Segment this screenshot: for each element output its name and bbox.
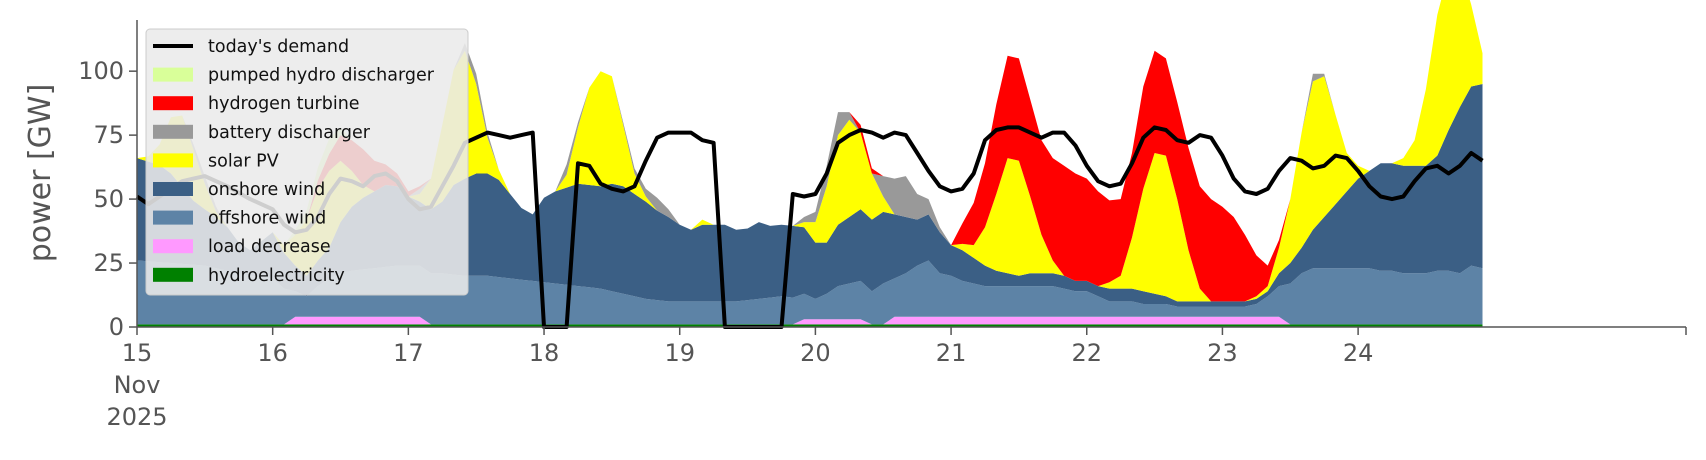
legend-label: solar PV — [208, 151, 279, 171]
x-tick-label: 23 — [1207, 339, 1238, 367]
x-tick-label: 15 — [122, 339, 153, 367]
y-tick-label: 50 — [93, 185, 124, 213]
area-load-decrease — [137, 316, 1483, 325]
y-tick-label: 75 — [93, 121, 124, 149]
legend-swatch — [153, 124, 193, 139]
legend-swatch — [153, 210, 193, 225]
area-onshore-wind — [137, 84, 1483, 307]
y-axis-label: power [GW] — [23, 84, 58, 263]
x-tick-label: 21 — [936, 339, 967, 367]
y-tick-label: 25 — [93, 249, 124, 277]
x-tick-label: 19 — [664, 339, 695, 367]
legend-box — [145, 28, 469, 296]
legend-label: offshore wind — [208, 209, 326, 229]
x-tick-label: 22 — [1071, 339, 1102, 367]
legend-label: hydroelectricity — [208, 266, 345, 286]
legend-label: onshore wind — [208, 180, 325, 200]
legend-label: pumped hydro discharger — [208, 66, 435, 86]
legend-label: load decrease — [208, 237, 331, 257]
x-tick-label: 24 — [1343, 339, 1374, 367]
legend-swatch — [153, 239, 193, 254]
plot-areas — [137, 0, 1483, 327]
legend-label: hydrogen turbine — [208, 94, 360, 114]
legend-label: today's demand — [208, 37, 349, 57]
x-tick-month: Nov — [114, 371, 161, 399]
x-tick-year: 2025 — [106, 403, 167, 431]
legend-swatch — [153, 267, 193, 282]
area-solar-pv — [137, 0, 1483, 302]
legend-label: battery discharger — [208, 123, 371, 143]
axes: 0 25 50 75 100 15 Nov 2025 16 17 18 19 20 21 22 23 24 — [78, 20, 1687, 431]
x-tick-label: 20 — [800, 339, 831, 367]
x-tick-label: 16 — [257, 339, 288, 367]
area-battery-discharger — [137, 0, 1483, 302]
legend-swatch — [153, 67, 193, 82]
legend-swatch — [153, 96, 193, 111]
y-tick-label: 100 — [78, 57, 124, 85]
legend: today's demand pumped hydro discharger hyd… — [145, 28, 469, 296]
legend-swatch — [153, 153, 193, 168]
x-tick-label: 18 — [529, 339, 560, 367]
x-tick-label: 17 — [393, 339, 424, 367]
legend-swatch — [153, 182, 193, 196]
area-offshore-wind — [137, 260, 1483, 325]
y-tick-label: 0 — [109, 313, 124, 341]
